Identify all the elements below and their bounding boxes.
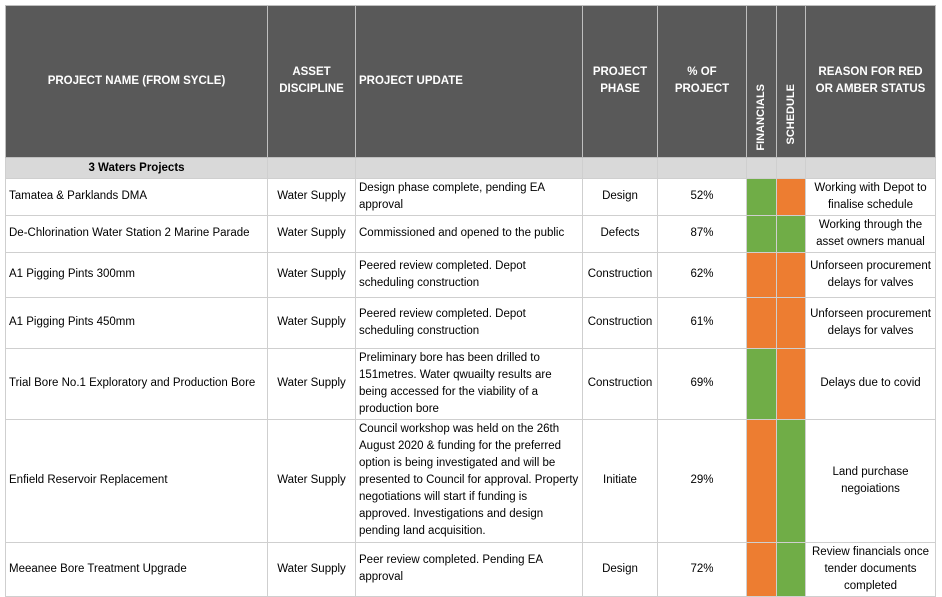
financials-status [746, 418, 777, 543]
header-cell: PROJECT NAME (FROM SYCLE) [5, 5, 268, 158]
financials-status [746, 296, 777, 349]
schedule-status [776, 177, 806, 216]
financials-status [746, 347, 777, 420]
phase: Defects [582, 214, 658, 253]
financials-status [746, 251, 777, 298]
cell [355, 156, 583, 179]
cell [267, 156, 356, 179]
project-row: Trial Bore No.1 Exploratory and Producti… [5, 347, 936, 420]
phase: Design [582, 177, 658, 216]
percent: 87% [657, 214, 747, 253]
header-cell: % OF PROJECT [657, 5, 747, 158]
project-row: A1 Pigging Pints 300mm Water Supply Peered… [5, 251, 936, 298]
header-cell: REASON FOR RED OR AMBER STATUS [805, 5, 936, 158]
phase: Construction [582, 296, 658, 349]
name: De-Chlorination Water Station 2 Marine P… [5, 214, 268, 253]
update: Council workshop was held on the 26th Au… [355, 418, 583, 543]
header-cell: PROJECT PHASE [582, 5, 658, 158]
financials-status [746, 214, 777, 253]
table-body: 3 Waters Projects Tamatea & Parklands DM… [5, 156, 936, 597]
header-cell: PROJECT UPDATE [355, 5, 583, 158]
reason: Land purchase negoiations [805, 418, 936, 543]
percent: 72% [657, 541, 747, 597]
percent: 29% [657, 418, 747, 543]
schedule-status [776, 347, 806, 420]
name: A1 Pigging Pints 450mm [5, 296, 268, 349]
status-table: PROJECT NAME (FROM SYCLE) ASSET DISCIPLI… [5, 5, 936, 597]
header-row: PROJECT NAME (FROM SYCLE) ASSET DISCIPLI… [5, 5, 936, 158]
header-text: SCHEDULE [784, 84, 797, 145]
cell [805, 156, 936, 179]
schedule-status [776, 251, 806, 298]
cell [582, 156, 658, 179]
project-row: Enfield Reservoir Replacement Water Suppl… [5, 418, 936, 543]
header-text: FINANCIALS [755, 84, 767, 151]
update: Commissioned and opened to the public [355, 214, 583, 253]
section-title: 3 Waters Projects [5, 156, 268, 179]
financials-status [746, 177, 777, 216]
reason: Working with Depot to finalise schedule [805, 177, 936, 216]
cell [776, 156, 806, 179]
update: Design phase complete, pending EA approv… [355, 177, 583, 216]
schedule-status [776, 418, 806, 543]
phase: Construction [582, 347, 658, 420]
header-cell: SCHEDULE [776, 5, 806, 158]
update: Preliminary bore has been drilled to 151… [355, 347, 583, 420]
percent: 62% [657, 251, 747, 298]
phase: Initiate [582, 418, 658, 543]
discipline: Water Supply [267, 177, 356, 216]
schedule-status [776, 541, 806, 597]
discipline: Water Supply [267, 251, 356, 298]
name: Meeanee Bore Treatment Upgrade [5, 541, 268, 597]
update: Peer review completed. Pending EA approv… [355, 541, 583, 597]
name: Tamatea & Parklands DMA [5, 177, 268, 216]
name: A1 Pigging Pints 300mm [5, 251, 268, 298]
schedule-status [776, 214, 806, 253]
name: Trial Bore No.1 Exploratory and Producti… [5, 347, 268, 420]
cell [657, 156, 747, 179]
update: Peered review completed. Depot schedulin… [355, 251, 583, 298]
header-cell: ASSET DISCIPLINE [267, 5, 356, 158]
cell [746, 156, 777, 179]
reason: Working through the asset owners manual [805, 214, 936, 253]
phase: Construction [582, 251, 658, 298]
project-row: Tamatea & Parklands DMA Water Supply Desig… [5, 177, 936, 216]
project-row: Meeanee Bore Treatment Upgrade Water Supp… [5, 541, 936, 597]
project-row: A1 Pigging Pints 450mm Water Supply Peered… [5, 296, 936, 349]
phase: Design [582, 541, 658, 597]
discipline: Water Supply [267, 296, 356, 349]
financials-status [746, 541, 777, 597]
update: Peered review completed. Depot schedulin… [355, 296, 583, 349]
discipline: Water Supply [267, 214, 356, 253]
reason: Unforseen procurement delays for valves [805, 251, 936, 298]
section-row: 3 Waters Projects [5, 156, 936, 179]
reason: Delays due to covid [805, 347, 936, 420]
discipline: Water Supply [267, 418, 356, 543]
header-cell: FINANCIALS [746, 5, 777, 158]
project-row: De-Chlorination Water Station 2 Marine P… [5, 214, 936, 253]
reason: Review financials once tender documents … [805, 541, 936, 597]
percent: 52% [657, 177, 747, 216]
discipline: Water Supply [267, 347, 356, 420]
percent: 69% [657, 347, 747, 420]
page: {"table": { "headers": ["PROJECT NAME (F… [5, 5, 936, 597]
reason: Unforseen procurement delays for valves [805, 296, 936, 349]
schedule-status [776, 296, 806, 349]
percent: 61% [657, 296, 747, 349]
name: Enfield Reservoir Replacement [5, 418, 268, 543]
discipline: Water Supply [267, 541, 356, 597]
